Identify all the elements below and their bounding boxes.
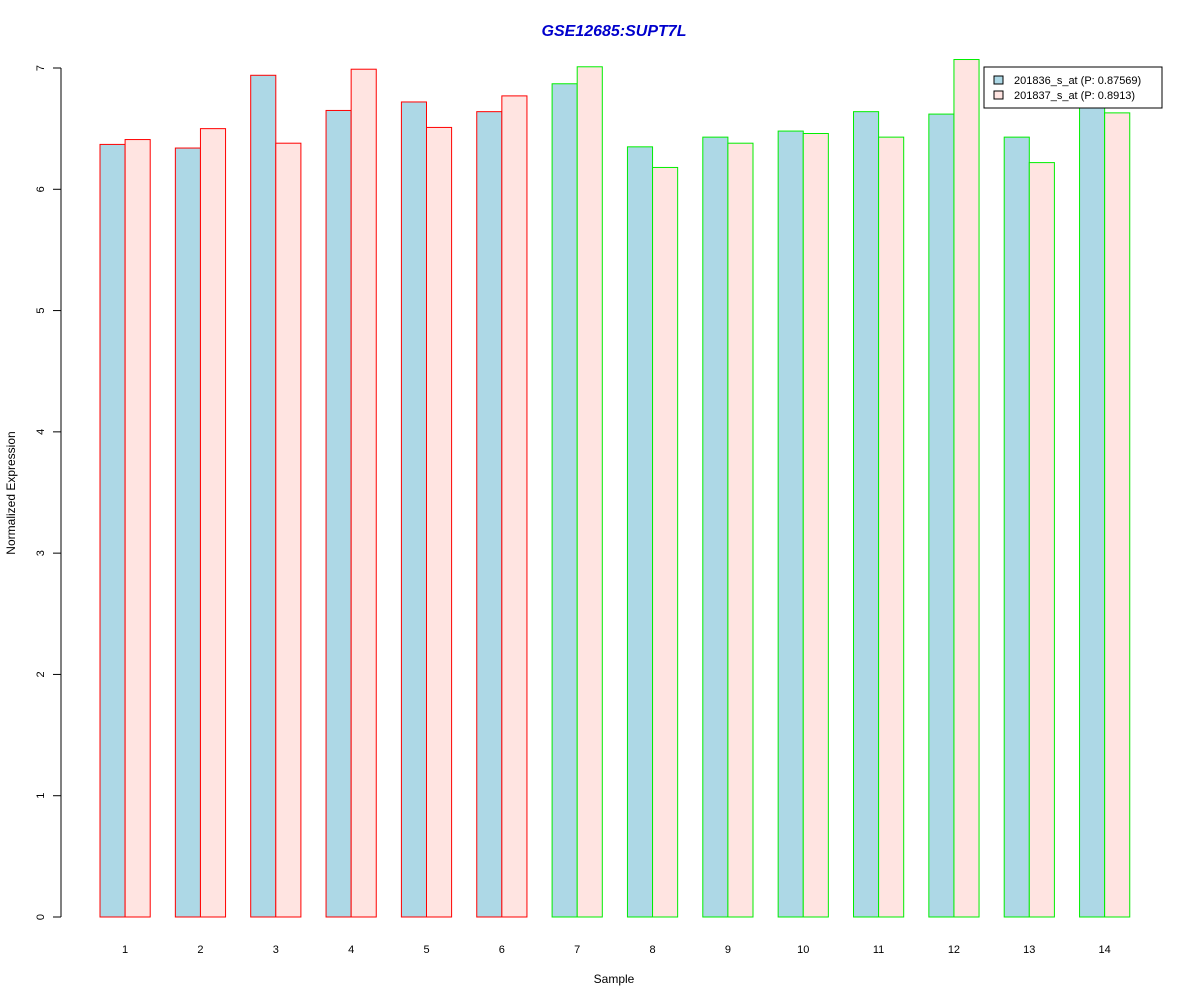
bar bbox=[626, 146, 654, 918]
bar bbox=[1003, 136, 1030, 918]
x-tick-label: 11 bbox=[873, 944, 884, 956]
y-axis-title: Normalized Expression bbox=[4, 431, 18, 554]
y-tick-label: 1 bbox=[35, 793, 47, 799]
legend: 201836_s_at (P: 0.87569) 201837_s_at (P: … bbox=[983, 66, 1163, 109]
bar bbox=[325, 109, 352, 918]
bar-group bbox=[99, 59, 1131, 918]
bar bbox=[652, 166, 679, 918]
x-tick-label: 5 bbox=[423, 944, 429, 956]
chart-title: GSE12685:SUPT7L bbox=[542, 23, 687, 40]
bar bbox=[426, 126, 453, 918]
y-tick-label: 3 bbox=[35, 550, 47, 556]
bar bbox=[99, 143, 126, 918]
bar bbox=[702, 136, 729, 918]
bar bbox=[275, 142, 302, 918]
x-tick-label: 2 bbox=[197, 944, 203, 956]
y-tick-label: 4 bbox=[35, 429, 47, 435]
bar bbox=[350, 68, 377, 918]
bar bbox=[1104, 112, 1131, 918]
y-axis: 0 1 2 3 4 5 6 7 bbox=[35, 65, 62, 920]
y-tick-label: 2 bbox=[35, 671, 47, 677]
bar bbox=[476, 111, 503, 918]
legend-label: 201836_s_at (P: 0.87569) bbox=[1014, 75, 1141, 87]
x-tick-label: 8 bbox=[649, 944, 655, 956]
bar bbox=[124, 139, 151, 918]
bar bbox=[777, 130, 804, 918]
bar bbox=[250, 74, 277, 918]
bar bbox=[878, 136, 905, 918]
x-tick-label: 10 bbox=[797, 944, 809, 956]
y-tick-label: 6 bbox=[35, 186, 47, 192]
y-tick-label: 7 bbox=[35, 65, 47, 71]
x-tick-label: 9 bbox=[725, 944, 731, 956]
bar bbox=[576, 66, 603, 918]
bar bbox=[727, 142, 754, 918]
bar bbox=[802, 132, 829, 918]
x-tick-label: 14 bbox=[1099, 944, 1111, 956]
bar bbox=[928, 113, 955, 918]
x-tick-label: 3 bbox=[273, 944, 279, 956]
x-tick-label: 4 bbox=[348, 944, 354, 956]
bar bbox=[853, 111, 880, 918]
bar bbox=[551, 83, 578, 918]
bar bbox=[1028, 162, 1055, 918]
bar bbox=[199, 128, 227, 918]
bar bbox=[953, 59, 980, 918]
legend-swatch bbox=[993, 75, 1004, 85]
x-tick-label: 6 bbox=[499, 944, 505, 956]
bar bbox=[174, 147, 201, 918]
x-tick-label: 13 bbox=[1023, 944, 1035, 956]
legend-swatch bbox=[993, 90, 1004, 100]
y-tick-label: 5 bbox=[35, 308, 47, 314]
bar bbox=[400, 101, 427, 918]
x-tick-label: 7 bbox=[574, 944, 580, 956]
legend-label: 201837_s_at (P: 0.8913) bbox=[1014, 90, 1135, 102]
x-tick-labels: 1 2 3 4 5 6 7 8 9 10 11 12 13 14 bbox=[122, 944, 1111, 956]
bar bbox=[1079, 103, 1106, 918]
x-tick-label: 1 bbox=[122, 944, 128, 956]
x-axis-title: Sample bbox=[594, 972, 635, 986]
bar bbox=[501, 95, 528, 918]
y-tick-label: 0 bbox=[35, 914, 47, 920]
legend-box bbox=[983, 66, 1163, 109]
x-tick-label: 12 bbox=[948, 944, 960, 956]
